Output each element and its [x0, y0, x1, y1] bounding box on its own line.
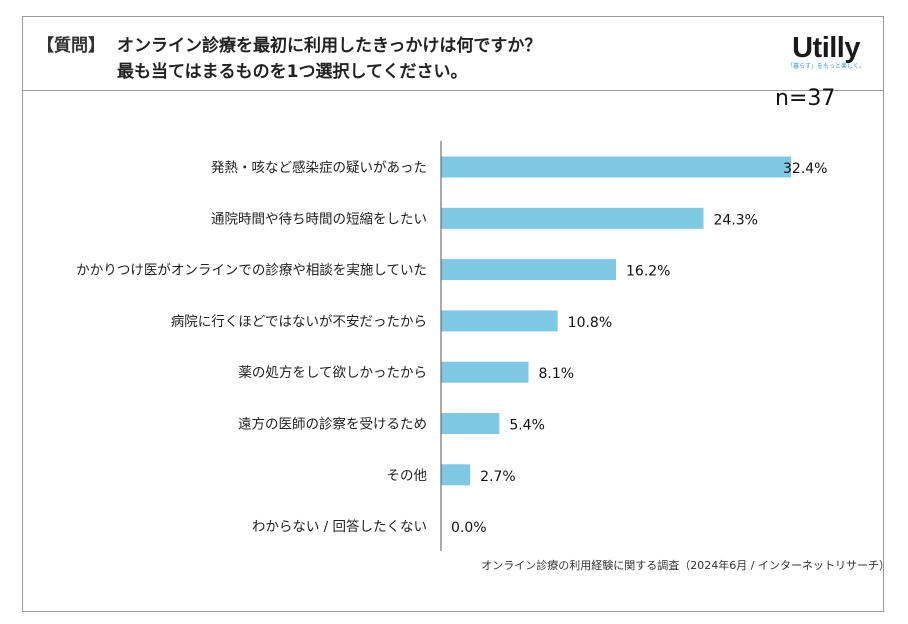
- category-label: 病院に行くほどではないが不安だったから: [171, 314, 427, 330]
- value-label: 2.7%: [480, 469, 516, 485]
- chart-frame: 【質問】 オンライン診療を最初に利用したきっかけは何ですか？ 最も当てはまるもの…: [22, 16, 884, 612]
- value-label: 0.0%: [451, 520, 487, 536]
- source-note: オンライン診療の利用経験に関する調査（2024年6月 / インターネットリサーチ…: [481, 559, 890, 572]
- logo-wordmark: Utilly: [792, 32, 860, 64]
- category-label: かかりつけ医がオンラインでの診療や相談を実施していた: [76, 262, 427, 279]
- value-label: 32.4%: [783, 161, 827, 177]
- value-label: 16.2%: [626, 264, 670, 280]
- logo-tagline: 「暮らす」をもっと楽しく。: [787, 63, 865, 70]
- bar: [441, 361, 529, 383]
- category-label: わからない / 回答したくない: [252, 518, 427, 535]
- question-text-line2: 最も当てはまるものを1つ選択してください。: [117, 62, 468, 82]
- bar: [441, 413, 500, 434]
- bar: [441, 207, 704, 229]
- sample-size-label: n=37: [775, 86, 836, 111]
- category-label: 通院時間や待ち時間の短縮をしたい: [211, 211, 427, 227]
- category-label: 薬の処方をして欲しかったから: [238, 365, 427, 381]
- value-label: 8.1%: [539, 366, 575, 382]
- bar: [441, 464, 471, 486]
- category-label: 発熱・咳など感染症の疑いがあった: [211, 159, 427, 176]
- category-label: 遠方の医師の診察を受けるため: [238, 416, 427, 433]
- category-label: その他: [387, 468, 428, 484]
- value-label: 10.8%: [568, 315, 612, 331]
- question-header: 【質問】 オンライン診療を最初に利用したきっかけは何ですか？ 最も当てはまるもの…: [23, 17, 883, 91]
- question-tag: 【質問】: [37, 36, 105, 56]
- utilly-logo: Utilly 「暮らす」をもっと楽しく。: [787, 33, 865, 70]
- bar: [441, 310, 558, 332]
- bar: [441, 259, 616, 281]
- bar: [441, 156, 791, 178]
- question-text-line1: オンライン診療を最初に利用したきっかけは何ですか？: [117, 36, 542, 56]
- value-label: 5.4%: [509, 418, 545, 434]
- value-label: 24.3%: [714, 212, 758, 228]
